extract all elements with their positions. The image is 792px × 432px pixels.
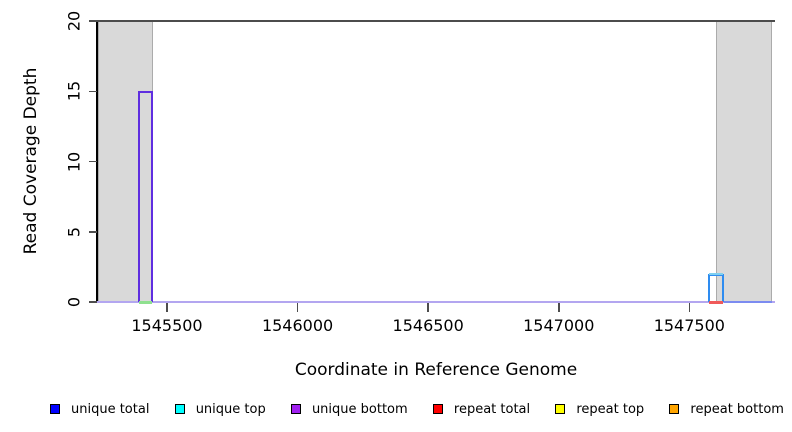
coverage-baseline-segment [724,300,772,303]
legend-label: repeat top [576,401,645,417]
legend-swatch-unique-top [174,404,185,414]
legend-swatch-unique-bottom [290,404,301,414]
legend-item: unique total [50,402,149,417]
shaded-region [98,21,154,302]
y-tick-label: 20 [64,10,84,32]
legend-item: repeat bottom [669,402,784,417]
legend-item: unique bottom [290,401,408,417]
coverage-bar [138,91,154,302]
y-tick-mark [89,231,97,233]
plot-area [97,20,775,304]
legend-label: unique top [195,401,266,417]
x-tick-mark [166,303,168,312]
legend: unique total unique top unique bottom repea… [50,399,784,419]
legend-label: unique total [71,401,150,417]
coverage-bar-top-strip [708,272,724,275]
y-axis-title: Read Coverage Depth [21,67,41,255]
x-tick-label: 1547000 [523,316,595,335]
legend-swatch-unique-total [50,404,60,414]
y-tick-mark [89,301,97,303]
y-tick-mark [89,160,97,163]
legend-label: repeat total [453,401,531,417]
x-tick-mark [296,303,299,312]
x-tick-label: 1546500 [392,316,464,335]
legend-label: unique bottom [311,401,408,417]
coverage-baseline [97,300,775,303]
legend-item: repeat top [555,402,644,417]
x-tick-mark [558,303,560,312]
x-tick-mark [427,303,429,312]
legend-swatch-repeat-top [555,404,566,414]
coverage-bar-base-strip [139,300,153,304]
cap-line [97,20,775,22]
coverage-bar [707,272,725,302]
y-tick-label: 5 [64,226,84,237]
y-tick-label: 15 [64,81,84,102]
legend-item: repeat total [432,401,531,417]
x-tick-label: 1547500 [653,316,725,335]
y-tick-mark [89,90,97,92]
y-tick-label: 10 [64,151,84,172]
legend-item: unique top [174,401,266,417]
y-tick-label: 0 [64,296,84,308]
y-tick-mark [89,20,97,22]
x-tick-label: 1545500 [131,316,203,335]
y-axis-line [96,21,98,303]
x-axis-title: Coordinate in Reference Genome [294,360,578,380]
x-tick-label: 1546000 [261,316,334,335]
coverage-bar-base-strip [708,300,724,304]
x-tick-mark [688,303,691,312]
legend-swatch-repeat-total [432,404,443,414]
shaded-region [715,21,772,302]
legend-swatch-repeat-bottom [669,404,680,414]
legend-label: repeat bottom [690,401,784,417]
